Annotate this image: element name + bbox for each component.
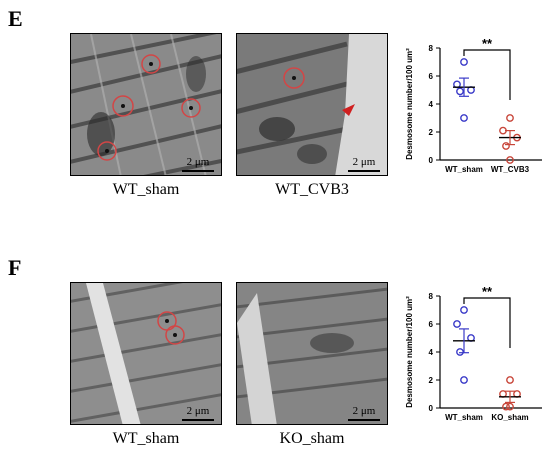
scale-bar-label: 2 μm xyxy=(353,156,376,168)
scatter-chart-e: Desmosome number/100 um² 0 2 4 6 8 WT_sham WT_C… xyxy=(402,36,550,190)
em-texture: 2 μm xyxy=(71,283,221,424)
x-tick-label: KO_sham xyxy=(491,413,528,422)
em-texture: 2 μm xyxy=(237,34,387,175)
scale-bar-label: 2 μm xyxy=(187,405,210,417)
y-tick-label: 6 xyxy=(429,320,434,329)
y-tick-label: 4 xyxy=(429,100,434,109)
x-tick-label: WT_CVB3 xyxy=(491,165,530,174)
panel-letter-e: E xyxy=(8,6,23,31)
caption-wt-sham-f: WT_sham xyxy=(112,430,180,447)
x-tick-label: WT_sham xyxy=(445,165,483,174)
y-tick-label: 8 xyxy=(429,44,434,53)
y-tick-label: 2 xyxy=(429,376,434,385)
em-image-wt-sham-e: 2 μm xyxy=(70,33,222,176)
x-tick-label: WT_sham xyxy=(445,413,483,422)
data-point xyxy=(506,402,514,411)
data-point xyxy=(506,156,514,164)
y-axis-label: Desmosome number/100 um² xyxy=(405,296,414,408)
scale-bar-label: 2 μm xyxy=(353,405,376,417)
chart-svg: Desmosome number/100 um² 0 2 4 6 8 WT_sham KO_s… xyxy=(405,284,542,422)
data-point xyxy=(460,376,468,384)
y-tick-label: 6 xyxy=(429,72,434,81)
data-point xyxy=(502,142,510,150)
caption-ko-sham: KO_sham xyxy=(279,430,345,447)
data-point xyxy=(502,402,510,411)
data-point xyxy=(456,87,464,96)
em-image-wt-cvb3: 2 μm xyxy=(236,33,388,176)
scatter-chart-f: Desmosome number/100 um² 0 2 4 6 8 WT_sham KO_s… xyxy=(402,284,550,438)
y-tick-label: 8 xyxy=(429,292,434,301)
em-image-wt-sham-f: 2 μm xyxy=(70,282,222,425)
y-tick-label: 0 xyxy=(429,404,434,413)
significance-label: ** xyxy=(482,284,493,299)
significance-bracket xyxy=(463,49,511,100)
data-point xyxy=(460,114,468,122)
caption-wt-sham-e: WT_sham xyxy=(112,181,180,198)
significance-bracket xyxy=(463,297,511,348)
chart-svg: Desmosome number/100 um² 0 2 4 6 8 WT_sham WT_C… xyxy=(405,36,542,174)
y-axis-label: Desmosome number/100 um² xyxy=(405,48,414,160)
data-point xyxy=(460,58,468,66)
scale-bar-label: 2 μm xyxy=(187,156,210,168)
data-point xyxy=(506,376,514,384)
em-texture: 2 μm xyxy=(71,34,221,175)
data-point xyxy=(460,306,468,314)
em-texture: 2 μm xyxy=(237,283,387,424)
y-tick-label: 2 xyxy=(429,128,434,137)
y-tick-label: 0 xyxy=(429,156,434,165)
data-point xyxy=(506,114,514,122)
data-point xyxy=(456,348,464,356)
panel-letter-f: F xyxy=(8,255,22,280)
significance-label: ** xyxy=(482,36,493,51)
em-image-ko-sham: 2 μm xyxy=(236,282,388,425)
caption-wt-cvb3: WT_CVB3 xyxy=(275,181,349,198)
data-point xyxy=(453,320,461,328)
y-tick-label: 4 xyxy=(429,348,434,357)
